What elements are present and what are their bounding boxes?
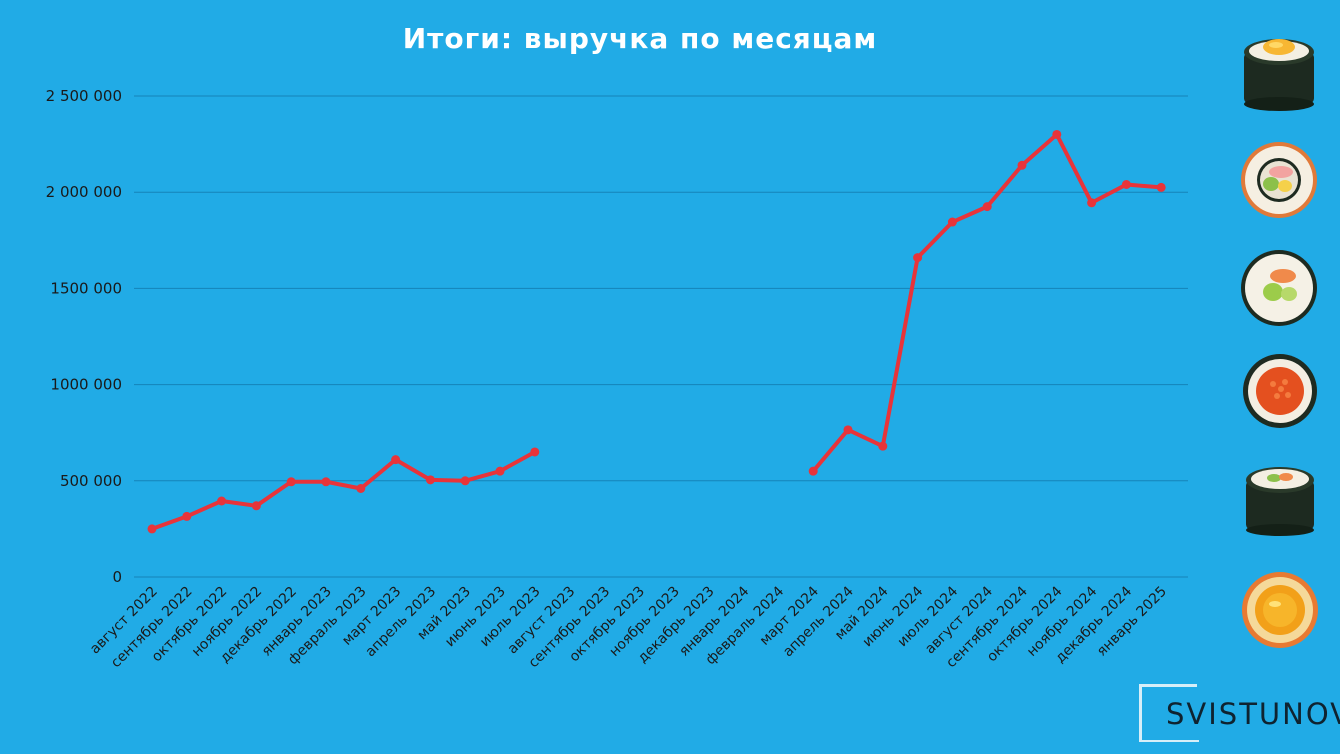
data-point [251,501,261,511]
data-point [495,466,505,476]
sushi-roll-icon [1241,250,1317,326]
grid-lines [134,95,1188,578]
data-point [321,477,331,487]
sushi-roll-icon [1244,39,1314,111]
y-tick-label: 1000 000 [50,376,122,394]
sushi-roll-icon [1243,354,1317,428]
data-point [947,217,957,227]
data-point [1156,182,1166,192]
y-axis-ticks: 0 500 000 1000 000 1500 000 2 000 000 2 500 0… [46,87,122,586]
logo-underline [1139,740,1199,742]
series-line [811,132,1164,474]
data-point [1052,129,1062,139]
logo-frame [1139,684,1197,742]
data-point [182,511,192,521]
sushi-roll-icon [1241,142,1317,218]
y-tick-label: 0 [112,568,122,586]
y-tick-label: 2 000 000 [46,183,122,201]
data-point [147,524,157,534]
data-point [425,475,435,485]
data-point [391,455,401,465]
data-point [530,447,540,457]
series-lines [150,132,1164,531]
series-line [150,449,537,531]
data-point [982,202,992,212]
data-point [1121,180,1131,190]
chart-title: Итоги: выручка по месяцам [402,22,878,55]
data-point [286,477,296,487]
data-point [1087,198,1097,208]
data-point [460,476,470,486]
series-points [147,129,1166,534]
data-point [808,466,818,476]
y-tick-label: 2 500 000 [46,87,122,105]
logo-text: SVISTUNOV [1166,697,1340,731]
y-tick-label: 1500 000 [50,279,122,297]
data-point [1017,160,1027,170]
data-point [878,441,888,451]
data-point [217,496,227,506]
sushi-roll-icon [1242,572,1318,648]
data-point [913,253,923,263]
sushi-roll-icon [1246,467,1314,536]
data-point [356,483,366,493]
data-point [843,425,853,435]
y-tick-label: 500 000 [60,472,122,490]
